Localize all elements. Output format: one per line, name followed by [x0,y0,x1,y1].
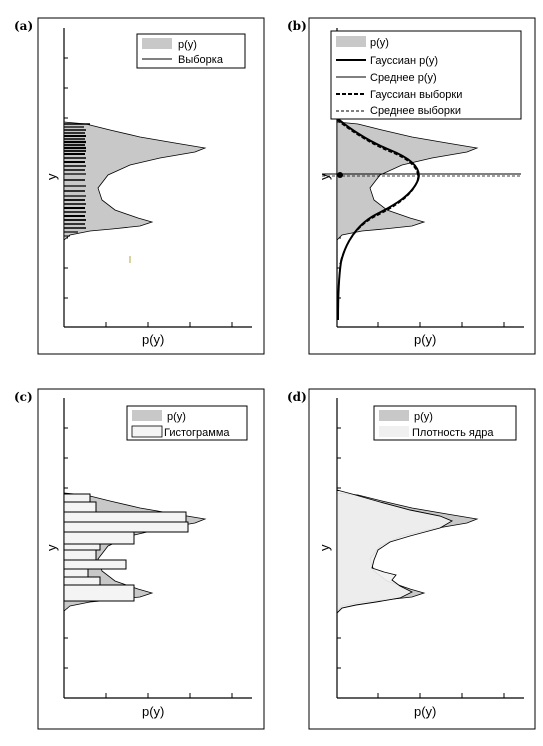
panel-c-ylabel: y [44,544,59,551]
panel-b-xlabel: p(y) [414,332,436,347]
hist-bar [63,501,97,513]
hist-bar [63,549,97,561]
panel-b-gaussian-sample [336,119,419,265]
panel-c-x-ticks [105,693,233,698]
panel-b-density-curve [336,121,479,241]
panel-c-frame [37,388,265,730]
panel-c-legend-swatch-hist [131,425,163,438]
panel-c-legend-hist: Гистограмма [164,427,230,439]
panel-d-xlabel: p(y) [414,704,436,719]
panel-b-legend-gauss: Гауссиан p(y) [370,55,438,67]
panel-a-ylabel: y [44,173,59,180]
panel-a-xlabel: p(y) [142,332,164,347]
panel-d-legend: p(y) Плотность ядра [373,405,517,441]
panel-a-density-curve [63,121,207,241]
hist-bar [63,493,91,503]
panel-a-legend-swatch-density [142,38,172,49]
panel-d-legend-kernel: Плотность ядра [412,427,494,439]
panel-d-kernel-density [336,489,454,615]
panel-c-legend: p(y) Гистограмма [126,405,248,441]
panel-b-legend-mean: Среднее p(y) [370,72,437,84]
hist-bar [63,511,187,523]
panel-a-frame [37,17,265,355]
panel-a-label: (a) [14,19,33,33]
panel-b-label: (b) [287,19,307,33]
hist-bar [63,543,101,551]
panel-b-frame [308,17,536,355]
hist-bar [63,576,101,586]
panel-d-ylabel: y [317,544,332,551]
panel-c-label: (c) [14,390,33,404]
panel-c-xlabel: p(y) [142,704,164,719]
panel-a-legend: p(y) Выборка [136,33,246,69]
panel-c-legend-swatch-density [132,410,162,421]
panel-d: (d) p(y) Плотность ядра p(y) y [287,388,536,730]
panel-d-legend-swatch-kernel [379,426,409,437]
panel-d-frame [308,388,536,730]
panel-b-x-ticks [377,322,505,327]
panel-a-x-ticks [105,322,233,327]
hist-bar [63,531,135,545]
panel-c-histogram-bars [63,493,189,602]
panel-a-sample-lines [64,123,90,237]
panel-b-legend-swatch-density [336,36,366,47]
panel-c: (c) [14,388,265,730]
panel-b-mean-marker [337,172,343,178]
panel-a: (a) [14,17,265,355]
hist-bar [63,568,89,578]
panel-d-legend-density: p(y) [414,411,433,423]
hist-bar [63,584,135,602]
hist-bar [63,521,189,533]
panel-b-legend: p(y) Гауссиан p(y) Среднее p(y) Гауссиан… [330,30,522,120]
panel-b-ylabel: y [317,173,332,180]
panel-a-legend-sample: Выборка [178,54,224,66]
panel-b-legend-mean-sample: Среднее выборки [370,105,461,117]
panel-b-legend-gauss-sample: Гауссиан выборки [370,89,462,101]
panel-b: (b) p(y) Гауссиан p(y) Среднее p(y) Гаус… [287,17,536,355]
panel-c-legend-density: p(y) [167,411,186,423]
panel-d-legend-swatch-density [379,410,409,421]
panel-b-legend-density: p(y) [370,37,389,49]
panel-d-label: (d) [287,390,307,404]
panel-a-legend-density: p(y) [178,39,197,51]
panel-d-x-ticks [377,693,505,698]
panel-b-gaussian-density [336,117,420,321]
hist-bar [63,559,127,570]
